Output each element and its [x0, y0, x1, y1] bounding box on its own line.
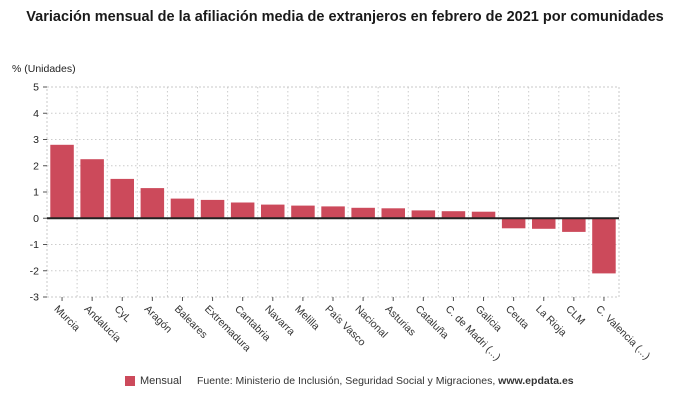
x-category-label: CLM — [563, 303, 587, 327]
x-category-label: Cataluña — [413, 303, 451, 341]
x-category-label: Aragón — [142, 303, 175, 336]
bar-País Vasco — [321, 206, 345, 219]
x-category-label: Navarra — [262, 303, 297, 338]
y-tick-label: -3 — [30, 292, 39, 304]
plot-border — [46, 86, 620, 298]
x-category-label: Nacional — [352, 303, 389, 340]
epdata-link[interactable]: www.epdata.es — [498, 375, 574, 387]
bar-Melilla — [291, 205, 315, 219]
bar-Baleares — [170, 198, 195, 219]
bar-Navarra — [261, 204, 285, 219]
y-tick-label: 4 — [33, 108, 39, 120]
bar-Ceuta — [501, 218, 526, 229]
legend-label: Mensual — [140, 375, 182, 387]
bar-Aragón — [140, 188, 165, 219]
bar-Nacional — [351, 207, 375, 219]
bar-Asturias — [381, 208, 405, 219]
x-category-label: C. de Madri (...) — [443, 303, 503, 363]
legend-swatch — [125, 376, 135, 386]
bar-Andalucía — [80, 159, 104, 219]
bar-Cantabria — [230, 202, 255, 219]
y-tick-label: 1 — [33, 187, 39, 199]
y-tick-label: 2 — [33, 160, 39, 172]
bar-CLM — [562, 218, 586, 232]
x-category-label: Cantabria — [232, 303, 273, 344]
y-tick-label: 0 — [33, 213, 39, 225]
y-tick-label: -2 — [30, 265, 39, 277]
x-category-label: Ceuta — [503, 303, 531, 331]
x-category-label: La Rioja — [533, 303, 569, 339]
bar-Galicia — [471, 211, 496, 219]
source-prefix: Fuente: Ministerio de Inclusión, Segurid… — [197, 375, 499, 387]
bar-Cataluña — [411, 210, 436, 219]
bar-Extremadura — [200, 199, 225, 219]
x-category-label: C. Valencia (...) — [593, 303, 652, 362]
x-category-label: Extremadura — [202, 303, 253, 354]
bar-Murcia — [50, 144, 74, 219]
x-category-label: Melilla — [292, 303, 322, 333]
bar-C. de Madri (...) — [441, 211, 466, 219]
chart-title: Variación mensual de la afiliación media… — [26, 9, 664, 25]
y-axis-unit-label: % (Unidades) — [12, 63, 76, 75]
y-tick-label: 3 — [33, 134, 39, 146]
bar-La Rioja — [532, 218, 556, 229]
x-category-label: Galicia — [473, 303, 504, 334]
source-text: Fuente: Ministerio de Inclusión, Segurid… — [197, 375, 574, 387]
bar-CyL — [110, 178, 134, 219]
y-tick-label: -1 — [30, 239, 39, 251]
legend-item-mensual[interactable]: Mensual — [125, 375, 182, 387]
x-category-label: Asturias — [383, 303, 418, 338]
x-category-label: Andalucía — [82, 303, 124, 345]
x-category-label: CyL — [112, 303, 134, 325]
x-category-label: Murcia — [51, 303, 82, 334]
x-category-label: País Vasco — [322, 303, 368, 349]
y-tick-label: 5 — [33, 82, 39, 94]
chart-footer: Mensual Fuente: Ministerio de Inclusión,… — [0, 372, 690, 396]
bar-C. Valencia (...) — [592, 218, 616, 274]
x-category-label: Baleares — [172, 303, 210, 341]
